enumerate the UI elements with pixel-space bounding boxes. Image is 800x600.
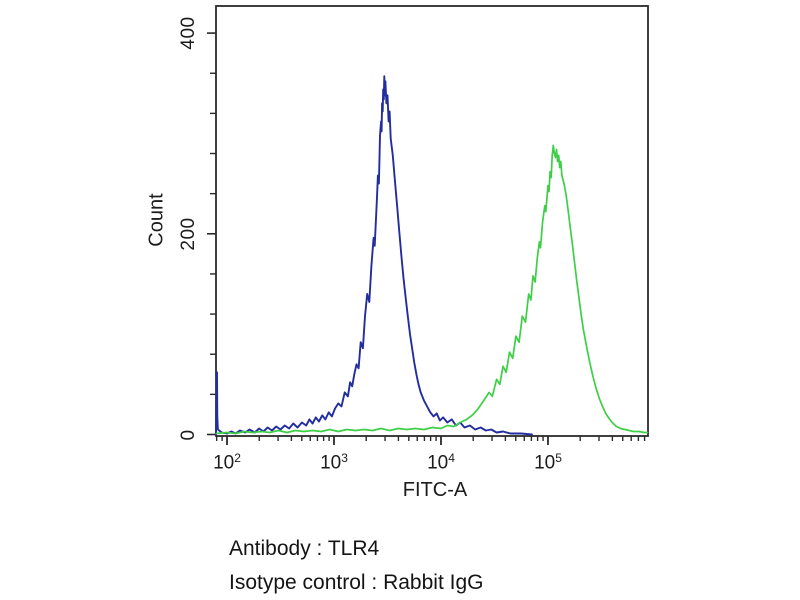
x-tick-label-10e3: 103 [320, 451, 348, 474]
series-blue-curve [215, 75, 533, 436]
series-green-curve [215, 144, 649, 435]
plot-frame [215, 5, 649, 437]
figure-caption: Antibody : TLR4 Isotype control : Rabbit… [229, 532, 483, 600]
y-tick-label-200: 200 [178, 217, 199, 251]
y-tick-label-0: 0 [178, 429, 199, 441]
x-tick-label-10e4: 104 [427, 451, 455, 474]
x-tick-label-10e2: 102 [213, 451, 241, 474]
caption-antibody: Antibody : TLR4 [229, 537, 380, 560]
y-tick-label-400: 400 [178, 16, 199, 50]
x-tick-label-10e5: 105 [534, 451, 562, 474]
caption-isotype-control: Isotype control : Rabbit IgG [229, 571, 484, 594]
x-axis-title: FITC-A [402, 479, 468, 501]
y-axis-title: Count [145, 193, 168, 247]
